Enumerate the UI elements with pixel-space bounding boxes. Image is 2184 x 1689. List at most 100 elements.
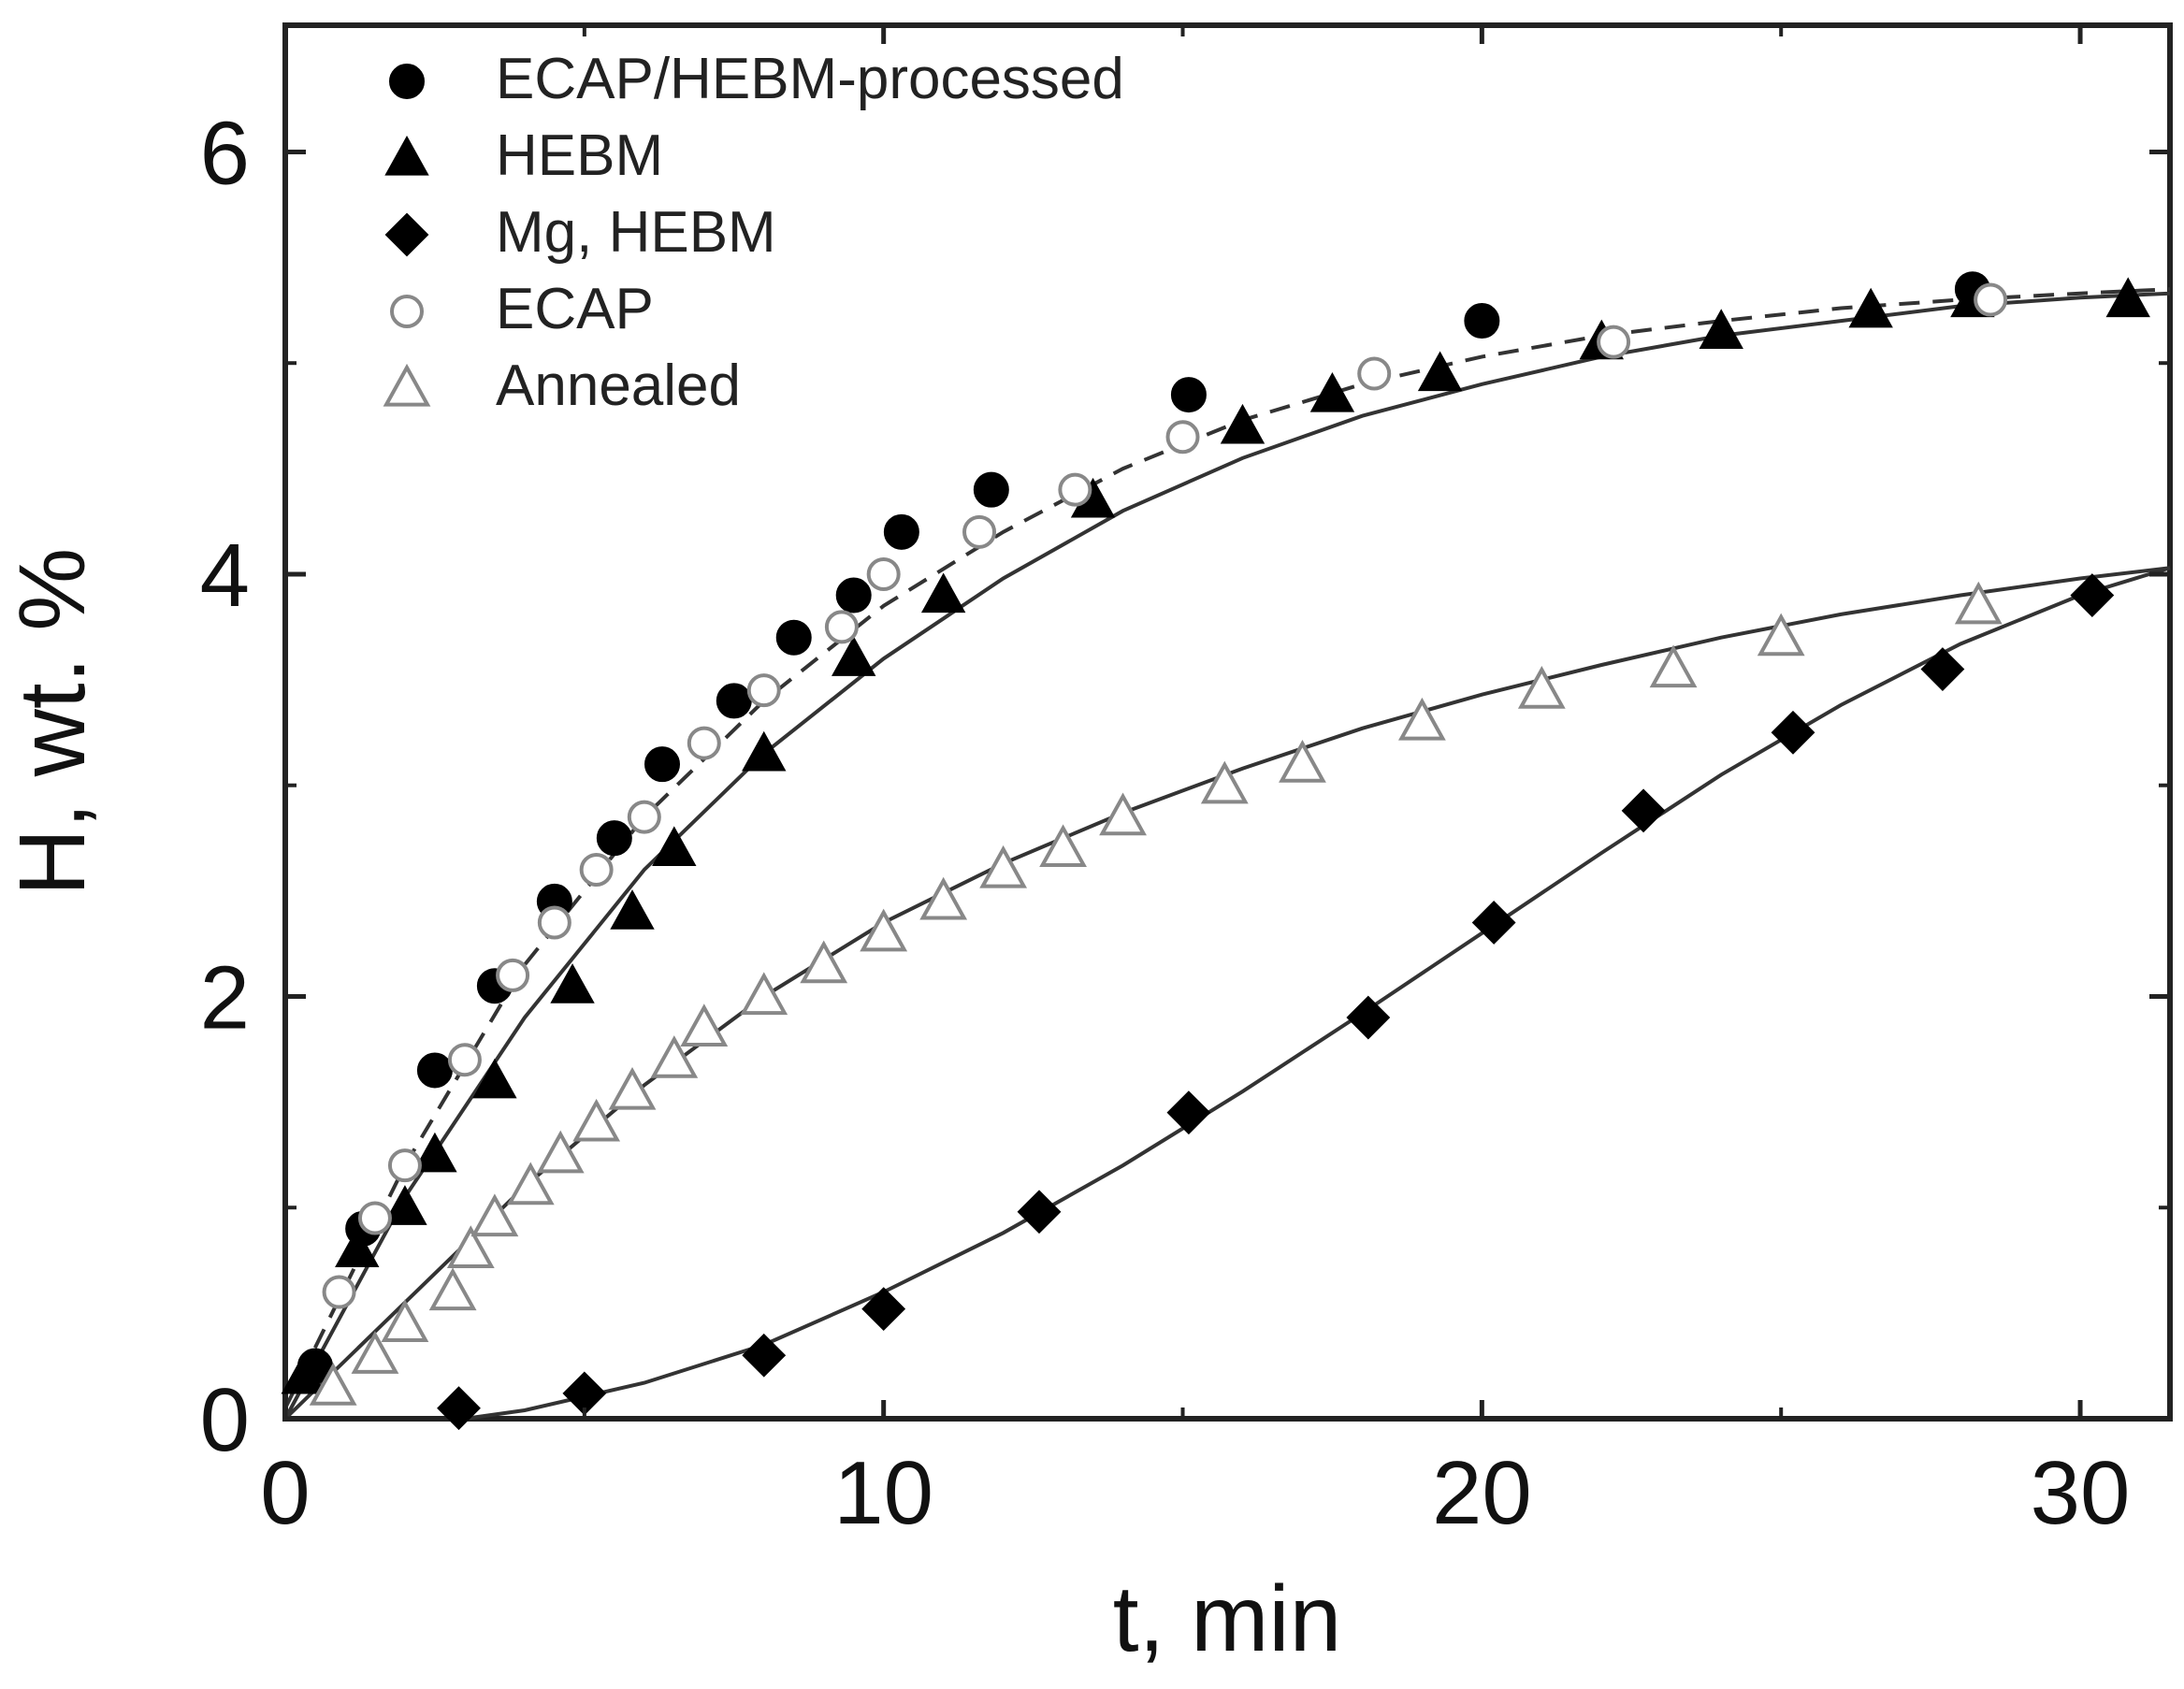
data-point <box>572 1098 621 1142</box>
data-point <box>919 876 968 920</box>
data-point <box>281 1353 325 1394</box>
data-point <box>335 1227 380 1267</box>
data-point <box>800 940 848 984</box>
data-point <box>1099 792 1147 836</box>
data-point <box>1974 282 2008 317</box>
x-tick-label: 10 <box>833 1443 933 1543</box>
data-point <box>1346 995 1391 1040</box>
data-point <box>860 908 908 952</box>
data-point <box>1357 356 1392 391</box>
data-point <box>973 471 1009 508</box>
data-point <box>1309 372 1355 412</box>
data-point <box>1954 581 2003 625</box>
legend-marker <box>389 64 425 99</box>
data-point <box>824 610 859 644</box>
data-point <box>1279 740 1326 783</box>
data-point <box>1166 1090 1211 1135</box>
legend-label: Mg, HEBM <box>496 200 776 265</box>
data-point <box>610 889 655 930</box>
data-point <box>742 730 787 772</box>
data-point <box>470 1193 519 1237</box>
legend-marker <box>384 135 429 176</box>
data-point <box>1464 303 1500 339</box>
y-tick-label: 2 <box>200 947 250 1047</box>
data-point <box>1417 351 1463 392</box>
legend-marker <box>390 295 424 328</box>
y-axis-title: H, wt. % <box>0 548 105 896</box>
data-point <box>1649 644 1698 688</box>
data-point <box>627 800 661 834</box>
data-point <box>472 1058 517 1099</box>
data-point <box>309 1363 357 1406</box>
data-point <box>1165 420 1200 455</box>
data-point <box>381 1299 429 1343</box>
data-point <box>680 1003 729 1047</box>
data-point <box>650 1035 699 1078</box>
data-point <box>536 1130 585 1174</box>
data-point <box>608 1066 657 1110</box>
data-point <box>1920 647 1965 691</box>
data-point <box>1170 377 1207 413</box>
data-point <box>1017 1190 1062 1234</box>
y-tick-label: 0 <box>200 1370 250 1470</box>
legend-label: ECAP/HEBM-processed <box>496 47 1124 111</box>
axis-ticks: 0 10 20 30 0 2 4 6 <box>200 25 2170 1543</box>
data-point <box>351 1331 399 1374</box>
data-point <box>962 514 997 549</box>
data-point <box>746 673 781 708</box>
data-point <box>1220 403 1266 444</box>
data-point <box>1848 287 1893 328</box>
data-point <box>537 905 571 940</box>
data-point <box>1039 824 1087 868</box>
data-point <box>412 1132 457 1173</box>
data-point <box>1771 710 1815 755</box>
data-point <box>357 1201 392 1235</box>
data-point <box>322 1275 356 1309</box>
x-tick-label: 0 <box>260 1443 310 1543</box>
legend: ECAP/HEBM-processed HEBM Mg, HEBM ECAP Annea… <box>383 47 1124 418</box>
data-point <box>387 1148 422 1183</box>
legend-label: ECAP <box>496 277 654 341</box>
data-point <box>866 556 901 591</box>
data-point <box>506 1162 555 1205</box>
data-point <box>1397 697 1446 741</box>
data-point <box>383 1185 427 1225</box>
data-point <box>1058 472 1092 507</box>
data-point <box>644 746 680 783</box>
data-point <box>1471 901 1516 945</box>
data-point <box>920 572 966 614</box>
legend-marker <box>383 363 431 407</box>
data-point <box>716 683 752 719</box>
data-point <box>835 577 872 614</box>
x-tick-label: 20 <box>1432 1443 1532 1543</box>
x-tick-label: 30 <box>2031 1443 2131 1543</box>
plot-frame <box>282 22 2173 1422</box>
data-point <box>740 972 788 1016</box>
data-point <box>1517 666 1566 709</box>
data-point <box>596 820 632 857</box>
data-point <box>437 1386 481 1431</box>
data-point <box>550 963 595 1003</box>
data-point <box>446 1225 495 1268</box>
data-point <box>1200 760 1249 804</box>
data-point <box>1597 325 1631 359</box>
data-point <box>1699 309 1743 349</box>
x-axis-title: t, min <box>1113 1566 1341 1671</box>
data-point <box>775 619 812 656</box>
data-point <box>742 1333 787 1378</box>
data-point <box>2070 573 2115 617</box>
data-point <box>447 1043 482 1077</box>
data-point <box>416 1052 453 1089</box>
fit-curve <box>464 566 2171 1421</box>
data-point <box>883 513 919 550</box>
data-point <box>579 853 614 888</box>
legend-marker <box>384 212 429 257</box>
y-tick-label: 6 <box>200 103 250 203</box>
data-point <box>652 826 697 867</box>
data-point <box>831 636 876 676</box>
data-point <box>979 844 1028 888</box>
data-point <box>496 958 530 992</box>
y-tick-label: 4 <box>200 526 250 626</box>
data-point <box>1757 613 1805 657</box>
